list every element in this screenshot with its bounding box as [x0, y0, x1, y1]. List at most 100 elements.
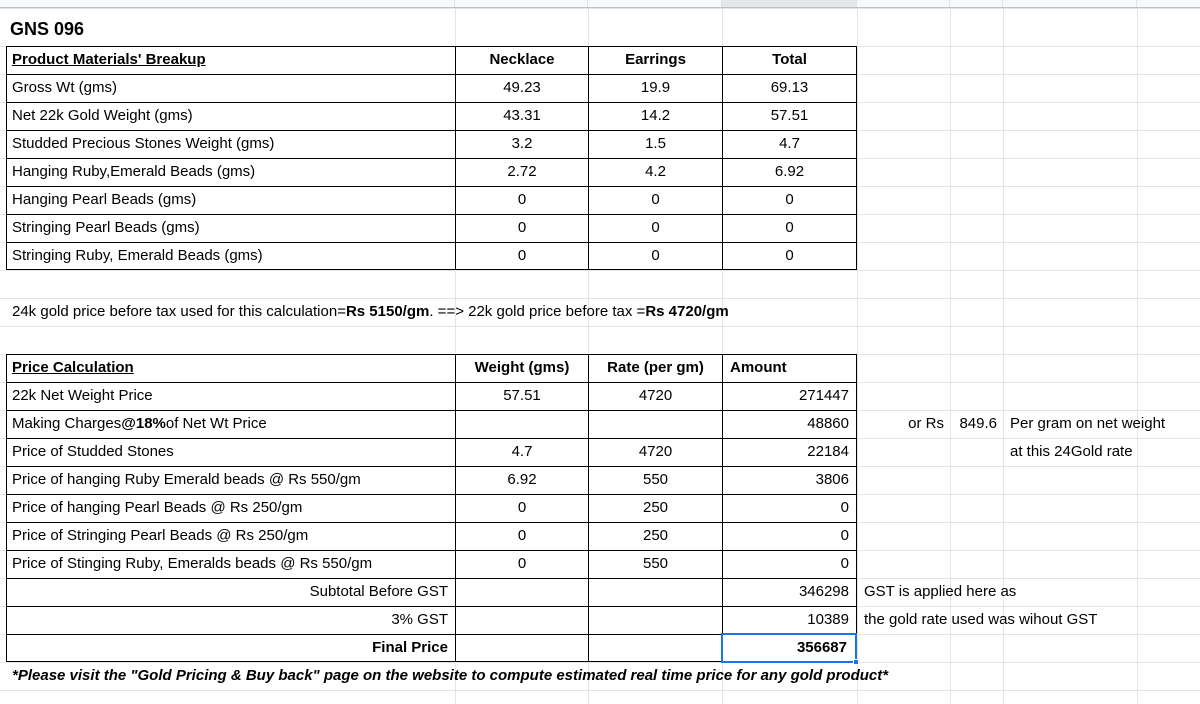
subtotal-amount[interactable]: 346298 — [798, 583, 849, 601]
price-row-rate[interactable]: 550 — [642, 471, 669, 489]
materials-row-sep-6 — [6, 242, 857, 243]
materials-row-label[interactable]: Hanging Ruby,Emerald Beads (gms) — [12, 163, 256, 181]
materials-row-necklace[interactable]: 43.31 — [503, 107, 541, 125]
materials-row-label[interactable]: Stringing Pearl Beads (gms) — [12, 219, 200, 237]
materials-row-earrings[interactable]: 0 — [651, 219, 660, 237]
materials-row-earrings[interactable]: 0 — [651, 191, 660, 209]
price-row-amount[interactable]: 22184 — [807, 443, 849, 461]
price-row-amount[interactable]: 271447 — [798, 387, 849, 405]
materials-row-necklace[interactable]: 0 — [517, 219, 527, 237]
gst-note-line2[interactable]: the gold rate used was wihout GST — [864, 611, 1098, 629]
materials-row-label[interactable]: Net 22k Gold Weight (gms) — [12, 107, 193, 125]
materials-row-total[interactable]: 4.7 — [779, 135, 800, 153]
gridline-h-9 — [0, 270, 1200, 271]
materials-row-total[interactable]: 0 — [785, 247, 794, 265]
gst-amount[interactable]: 10389 — [807, 611, 849, 629]
column-header-strip: B C D E F G H — [0, 0, 1200, 8]
price-row-sep-0 — [6, 382, 857, 383]
materials-row-necklace[interactable]: 0 — [517, 247, 527, 265]
materials-row-total[interactable]: 69.13 — [770, 79, 809, 97]
materials-row-earrings[interactable]: 19.9 — [640, 79, 671, 97]
price-row-rate[interactable]: 250 — [642, 499, 669, 517]
price-header-amount[interactable]: Amount — [730, 359, 787, 377]
per-gram-note-line2[interactable]: at this 24Gold rate — [1010, 443, 1133, 461]
materials-header-necklace[interactable]: Necklace — [489, 51, 555, 69]
column-header-g[interactable]: G — [950, 0, 1003, 7]
price-row-weight[interactable]: 0 — [517, 527, 527, 545]
materials-header-label[interactable]: Product Materials' Breakup — [12, 51, 206, 69]
price-row-weight[interactable] — [457, 410, 587, 438]
or-rs-label[interactable]: or Rs — [908, 415, 944, 433]
materials-row-total[interactable]: 57.51 — [770, 107, 809, 125]
price-row-amount[interactable]: 3806 — [815, 471, 849, 489]
price-row-amount[interactable]: 0 — [840, 527, 849, 545]
final-price-amount[interactable]: 356687 — [796, 639, 847, 657]
materials-row-earrings[interactable]: 4.2 — [645, 163, 666, 181]
price-header-rate[interactable]: Rate (per gm) — [607, 359, 704, 377]
price-row-sep-2 — [6, 438, 857, 439]
price-row-label[interactable]: Price of Stringing Pearl Beads @ Rs 250/… — [12, 527, 309, 545]
price-row-rate[interactable] — [590, 410, 721, 438]
materials-row-necklace[interactable]: 0 — [517, 191, 527, 209]
materials-row-total[interactable]: 0 — [785, 219, 794, 237]
materials-row-necklace[interactable]: 3.2 — [511, 135, 533, 153]
fill-handle[interactable] — [853, 659, 859, 665]
footer-disclaimer[interactable]: *Please visit the "Gold Pricing & Buy ba… — [12, 667, 889, 685]
price-row-amount[interactable]: 0 — [840, 499, 849, 517]
materials-row-earrings[interactable]: 0 — [651, 247, 660, 265]
price-row-weight[interactable]: 0 — [517, 555, 527, 573]
price-row-amount[interactable]: 0 — [840, 555, 849, 573]
making-charges-post: of Net Wt Price — [165, 415, 267, 433]
price-row-weight[interactable]: 6.92 — [507, 471, 537, 489]
price-header-weight[interactable]: Weight (gms) — [474, 359, 570, 377]
price-row-sep-3 — [6, 466, 857, 467]
price-row-rate[interactable]: 4720 — [638, 443, 673, 461]
materials-row-necklace[interactable]: 2.72 — [507, 163, 537, 181]
page-title[interactable]: GNS 096 — [10, 18, 85, 39]
column-header-e[interactable]: E — [722, 0, 857, 7]
price-row-sep-8 — [6, 606, 857, 607]
subtotal-label[interactable]: Subtotal Before GST — [309, 583, 448, 601]
column-header-c[interactable]: C — [455, 0, 588, 7]
final-price-label[interactable]: Final Price — [372, 639, 448, 657]
price-row-rate[interactable]: 250 — [642, 527, 669, 545]
materials-header-earrings[interactable]: Earrings — [625, 51, 686, 69]
price-row-weight[interactable]: 57.51 — [503, 387, 541, 405]
or-rs-value[interactable]: 849.6 — [959, 415, 997, 433]
gst-label[interactable]: 3% GST — [391, 611, 448, 629]
price-row-label[interactable]: Price of Studded Stones — [12, 443, 174, 461]
gst-note-line1[interactable]: GST is applied here as — [864, 583, 1017, 601]
price-row-label[interactable]: Price of Stinging Ruby, Emeralds beads @… — [12, 555, 373, 573]
price-row-label[interactable]: Price of hanging Ruby Emerald beads @ Rs… — [12, 471, 361, 489]
gold-rate-note[interactable]: 24k gold price before tax used for this … — [8, 298, 908, 326]
price-row-weight[interactable]: 4.7 — [511, 443, 533, 461]
materials-row-label[interactable]: Stringing Ruby, Emerald Beads (gms) — [12, 247, 263, 265]
materials-row-total[interactable]: 0 — [785, 191, 794, 209]
materials-row-total[interactable]: 6.92 — [774, 163, 805, 181]
price-row-amount[interactable]: 48860 — [807, 415, 849, 433]
price-row-label[interactable]: 22k Net Weight Price — [12, 387, 153, 405]
column-header-i[interactable] — [1137, 0, 1200, 7]
column-header-b[interactable]: B — [0, 0, 455, 7]
price-row-rate[interactable]: 4720 — [638, 387, 673, 405]
materials-row-label[interactable]: Hanging Pearl Beads (gms) — [12, 191, 197, 209]
materials-row-label[interactable]: Gross Wt (gms) — [12, 79, 117, 97]
making-charges-pre: Making Charges — [12, 415, 122, 433]
price-row-label[interactable]: Price of hanging Pearl Beads @ Rs 250/gm — [12, 499, 303, 517]
price-row-label[interactable]: Making Charges @18% of Net Wt Price — [8, 410, 454, 438]
gridline-v-g — [950, 8, 951, 704]
materials-header-total[interactable]: Total — [772, 51, 807, 69]
materials-row-necklace[interactable]: 49.23 — [503, 79, 541, 97]
per-gram-note-line1[interactable]: Per gram on net weight — [1010, 415, 1166, 433]
price-row-sep-1 — [6, 410, 857, 411]
column-header-d[interactable]: D — [588, 0, 722, 7]
materials-row-label[interactable]: Studded Precious Stones Weight (gms) — [12, 135, 275, 153]
materials-row-earrings[interactable]: 1.5 — [645, 135, 666, 153]
price-header-label[interactable]: Price Calculation — [12, 359, 134, 377]
column-header-h[interactable]: H — [1003, 0, 1137, 7]
column-header-f[interactable]: F — [857, 0, 950, 7]
price-row-weight[interactable]: 0 — [517, 499, 527, 517]
price-row-rate[interactable]: 550 — [642, 555, 669, 573]
materials-row-earrings[interactable]: 14.2 — [640, 107, 671, 125]
